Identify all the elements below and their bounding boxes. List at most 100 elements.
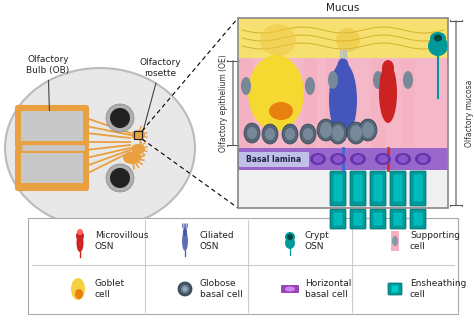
Ellipse shape — [183, 228, 187, 236]
Ellipse shape — [248, 55, 304, 131]
Ellipse shape — [330, 153, 346, 165]
Ellipse shape — [329, 122, 347, 144]
Bar — [238, 58, 448, 148]
Ellipse shape — [282, 124, 298, 144]
FancyBboxPatch shape — [16, 148, 88, 190]
FancyBboxPatch shape — [16, 106, 88, 148]
Ellipse shape — [313, 155, 323, 163]
Ellipse shape — [332, 125, 344, 141]
Ellipse shape — [178, 282, 192, 296]
Ellipse shape — [131, 144, 145, 154]
Ellipse shape — [183, 287, 187, 291]
Bar — [371, 58, 385, 148]
FancyBboxPatch shape — [370, 209, 386, 229]
Ellipse shape — [434, 34, 442, 41]
Ellipse shape — [76, 231, 84, 241]
FancyBboxPatch shape — [334, 175, 343, 202]
Ellipse shape — [337, 58, 349, 78]
Ellipse shape — [247, 127, 257, 139]
Text: Globose
basal cell: Globose basal cell — [200, 279, 243, 299]
Ellipse shape — [328, 71, 338, 89]
Ellipse shape — [347, 122, 365, 144]
FancyBboxPatch shape — [393, 175, 402, 202]
FancyBboxPatch shape — [330, 209, 346, 229]
Text: Olfactory
Bulb (OB): Olfactory Bulb (OB) — [27, 55, 70, 127]
Text: Olfactory epithelium (OE): Olfactory epithelium (OE) — [219, 54, 228, 152]
Ellipse shape — [123, 152, 141, 164]
Bar — [238, 148, 448, 170]
Ellipse shape — [375, 153, 391, 165]
Ellipse shape — [131, 130, 145, 140]
Text: Olfactory mucosa: Olfactory mucosa — [465, 79, 474, 147]
Bar — [239, 58, 253, 148]
Ellipse shape — [106, 104, 134, 132]
Ellipse shape — [362, 122, 374, 138]
Ellipse shape — [71, 278, 85, 300]
Bar — [238, 18, 448, 208]
FancyBboxPatch shape — [350, 171, 366, 206]
FancyBboxPatch shape — [354, 213, 363, 225]
Ellipse shape — [373, 71, 383, 89]
Text: Crypt
OSN: Crypt OSN — [305, 231, 330, 251]
Ellipse shape — [320, 122, 332, 138]
FancyBboxPatch shape — [354, 175, 363, 202]
Ellipse shape — [379, 63, 397, 123]
Ellipse shape — [428, 36, 448, 56]
FancyBboxPatch shape — [330, 171, 346, 206]
Ellipse shape — [110, 168, 130, 188]
Ellipse shape — [395, 153, 411, 165]
Ellipse shape — [106, 164, 134, 192]
Ellipse shape — [181, 285, 189, 293]
Ellipse shape — [350, 153, 366, 165]
FancyBboxPatch shape — [239, 152, 309, 167]
Ellipse shape — [262, 124, 278, 144]
Bar — [134, 131, 142, 139]
Ellipse shape — [403, 71, 413, 89]
Ellipse shape — [418, 155, 428, 163]
Ellipse shape — [182, 231, 188, 251]
FancyBboxPatch shape — [392, 285, 399, 292]
Ellipse shape — [317, 119, 335, 141]
FancyBboxPatch shape — [334, 213, 343, 225]
Bar — [401, 58, 415, 148]
FancyBboxPatch shape — [21, 111, 83, 141]
FancyBboxPatch shape — [413, 213, 422, 225]
Ellipse shape — [305, 77, 315, 95]
Ellipse shape — [303, 128, 313, 140]
Ellipse shape — [110, 108, 130, 128]
Bar — [303, 58, 317, 148]
Ellipse shape — [260, 24, 296, 56]
Ellipse shape — [329, 62, 357, 138]
Ellipse shape — [285, 232, 295, 242]
FancyBboxPatch shape — [410, 209, 426, 229]
Text: Ensheathing
cell: Ensheathing cell — [410, 279, 466, 299]
Ellipse shape — [353, 155, 363, 163]
Ellipse shape — [350, 125, 362, 141]
Text: Horizontal
basal cell: Horizontal basal cell — [305, 279, 351, 299]
Ellipse shape — [76, 234, 83, 252]
FancyBboxPatch shape — [413, 175, 422, 202]
Ellipse shape — [415, 153, 431, 165]
Text: Basal lamina: Basal lamina — [246, 154, 301, 163]
Ellipse shape — [265, 128, 275, 140]
Ellipse shape — [244, 123, 260, 143]
Text: Mucus: Mucus — [326, 3, 360, 13]
Ellipse shape — [378, 155, 388, 163]
Ellipse shape — [77, 229, 83, 235]
FancyBboxPatch shape — [350, 209, 366, 229]
FancyBboxPatch shape — [21, 153, 83, 183]
Bar — [238, 18, 448, 58]
Ellipse shape — [300, 124, 316, 144]
Ellipse shape — [333, 155, 343, 163]
FancyBboxPatch shape — [374, 175, 383, 202]
Ellipse shape — [5, 68, 195, 228]
Bar — [326, 58, 340, 148]
Bar — [391, 231, 399, 251]
Text: Olfactory
rosette: Olfactory rosette — [139, 58, 181, 132]
FancyBboxPatch shape — [388, 283, 402, 295]
Ellipse shape — [241, 77, 251, 95]
Ellipse shape — [430, 32, 446, 44]
FancyBboxPatch shape — [390, 209, 406, 229]
Ellipse shape — [310, 153, 326, 165]
FancyBboxPatch shape — [390, 171, 406, 206]
